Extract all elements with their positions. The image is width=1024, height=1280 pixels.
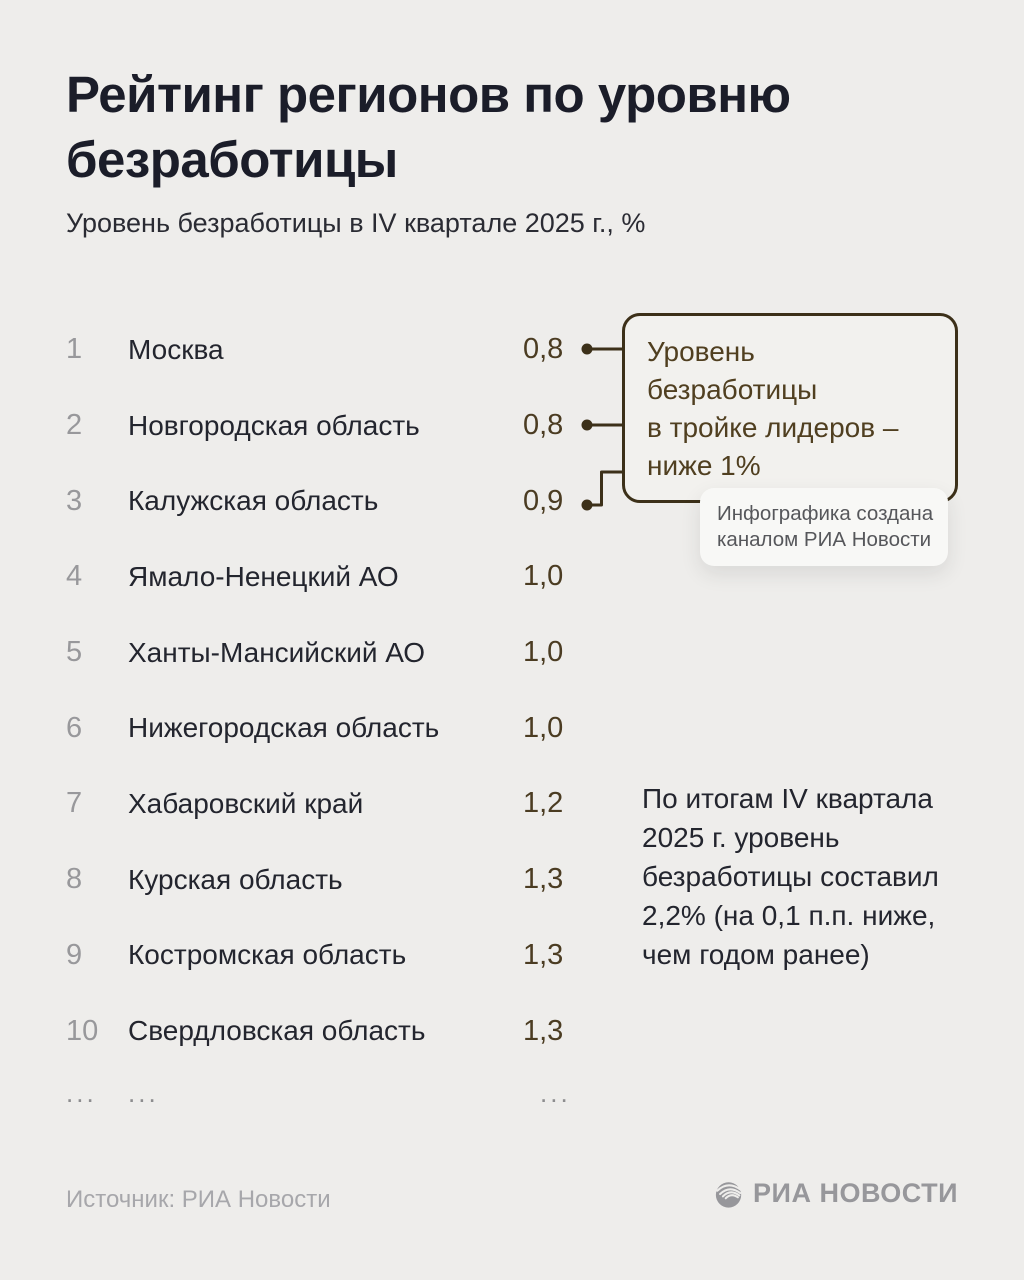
summary-note: По итогам IV квартала 2025 г. уровень бе…: [642, 783, 939, 970]
region-cell: Нижегородская область: [128, 712, 440, 744]
rank-cell: 6: [66, 711, 83, 744]
value-cell: 1,3: [523, 1014, 564, 1047]
table-row: 9 Костромская область 1,3: [66, 918, 626, 994]
page-subtitle: Уровень безработицы в IV квартале 2025 г…: [66, 208, 646, 238]
table-row: 10 Свердловская область 1,3: [66, 993, 626, 1069]
callout-box: Уровень безработицы в тройке лидеров – н…: [622, 313, 958, 503]
value-cell: 1,0: [523, 711, 564, 744]
table-row: 5 Ханты-Мансийский АО 1,0: [66, 615, 626, 691]
value-cell: 1,3: [523, 863, 564, 896]
region-cell: ...: [128, 1078, 159, 1109]
table-row: 1 Москва 0,8: [66, 312, 626, 388]
region-cell: Москва: [128, 333, 224, 365]
region-cell: Костромская область: [128, 939, 407, 971]
region-cell: Свердловская область: [128, 1015, 426, 1047]
table-row: 2 Новгородская область 0,8: [66, 388, 626, 464]
rank-cell: 5: [66, 636, 83, 669]
ria-novosti-logo: РИА НОВОСТИ: [714, 1178, 958, 1209]
watermark-tooltip: Инфографика создана каналом РИА Новости: [700, 488, 948, 566]
ranking-list: 1 Москва 0,8 2 Новгородская область 0,8 …: [66, 312, 626, 1119]
value-cell: 1,0: [523, 560, 564, 593]
value-cell: 1,2: [523, 787, 564, 820]
table-row: ... ... ...: [66, 1069, 626, 1119]
ria-globe-icon: [715, 1181, 742, 1208]
rank-cell: 1: [66, 333, 83, 366]
rank-cell: 7: [66, 787, 83, 820]
value-cell: 0,9: [523, 484, 564, 517]
table-row: 8 Курская область 1,3: [66, 842, 626, 918]
logo-text: РИА НОВОСТИ: [753, 1178, 958, 1208]
region-cell: Курская область: [128, 863, 343, 895]
region-cell: Ямало-Ненецкий АО: [128, 560, 399, 592]
source-caption: Источник: РИА Новости: [66, 1186, 331, 1213]
table-row: 7 Хабаровский край 1,2: [66, 766, 626, 842]
connector-dot-1: [581, 343, 593, 355]
value-cell: 0,8: [523, 333, 564, 366]
region-cell: Ханты-Мансийский АО: [128, 636, 426, 668]
value-cell: 1,0: [523, 636, 564, 669]
region-cell: Калужская область: [128, 485, 379, 517]
page-title: Рейтинг регионов по уровню безработицы: [66, 66, 791, 188]
rank-cell: 9: [66, 938, 83, 971]
table-row: 4 Ямало-Ненецкий АО 1,0: [66, 539, 626, 615]
rank-cell: 2: [66, 409, 83, 442]
rank-cell: 4: [66, 560, 83, 593]
region-cell: Новгородская область: [128, 409, 420, 441]
connector-dot-2: [581, 419, 593, 431]
rank-cell: 10: [66, 1014, 99, 1047]
watermark-tooltip-text: Инфографика создана каналом РИА Новости: [717, 502, 934, 551]
connector-dot-3: [581, 499, 593, 511]
table-row: 6 Нижегородская область 1,0: [66, 690, 626, 766]
value-cell: 1,3: [523, 938, 564, 971]
rank-cell: ...: [66, 1078, 97, 1109]
callout-text: Уровень безработицы в тройке лидеров – н…: [647, 336, 899, 481]
rank-cell: 8: [66, 863, 83, 896]
value-cell: ...: [540, 1078, 571, 1109]
region-cell: Хабаровский край: [128, 787, 364, 819]
rank-cell: 3: [66, 484, 83, 517]
value-cell: 0,8: [523, 409, 564, 442]
callout-connector-lines: [581, 343, 626, 511]
table-row: 3 Калужская область 0,9: [66, 463, 626, 539]
